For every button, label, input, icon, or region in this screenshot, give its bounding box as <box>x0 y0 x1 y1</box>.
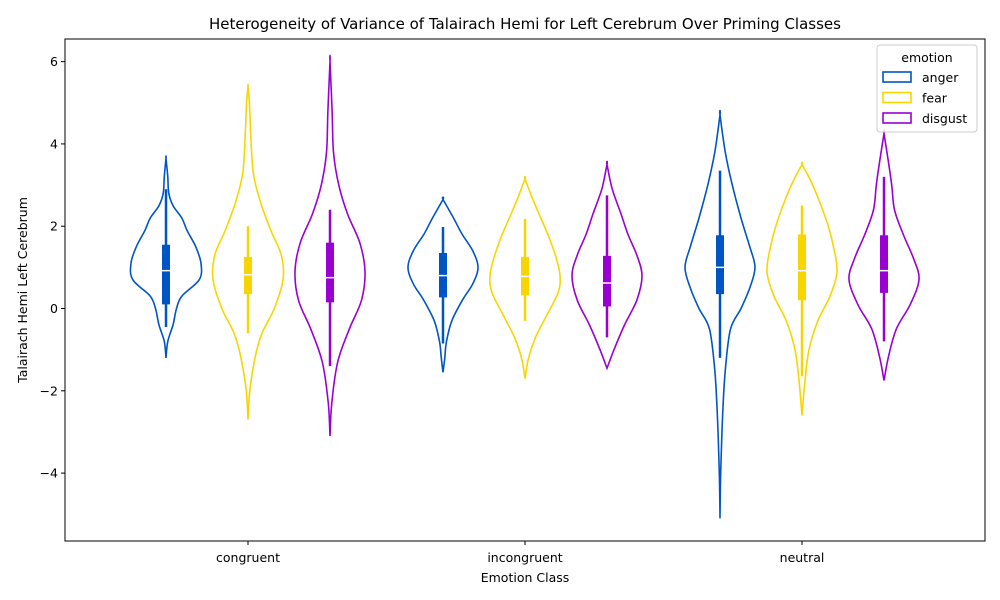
violin-iqr-box <box>798 234 806 301</box>
violin-disgust-incongruent <box>571 160 643 371</box>
x-axis-label: Emotion Class <box>481 570 570 585</box>
violin-disgust-neutral <box>848 129 920 381</box>
violin-body <box>129 155 203 358</box>
x-tick-label: neutral <box>780 550 825 565</box>
y-tick-label: 4 <box>50 136 58 151</box>
violin-fear-congruent <box>211 83 285 420</box>
legend-frame <box>876 44 978 133</box>
y-tick-label: 6 <box>50 54 58 69</box>
x-tick-label: congruent <box>216 550 280 565</box>
y-axis: −4 −2 0 2 4 6 <box>40 54 65 481</box>
violin-iqr-box <box>162 244 170 305</box>
y-tick-label: 2 <box>50 219 58 234</box>
violin-iqr-box <box>244 257 252 295</box>
violin-iqr-box <box>880 235 888 293</box>
legend: emotion anger fear disgust <box>876 44 978 133</box>
violin-fear-incongruent <box>489 175 562 379</box>
violin-body <box>407 196 479 373</box>
legend-title: emotion <box>901 50 952 65</box>
violin-body <box>489 175 562 379</box>
y-tick-label: −2 <box>40 383 58 398</box>
violin-body <box>294 54 366 437</box>
violin-anger-congruent <box>129 155 203 358</box>
legend-item-disgust: disgust <box>882 111 967 126</box>
legend-label: anger <box>922 70 959 85</box>
chart-title: Heterogeneity of Variance of Talairach H… <box>209 15 841 33</box>
legend-item-anger: anger <box>882 70 959 85</box>
legend-swatch <box>882 112 912 124</box>
legend-item-fear: fear <box>882 91 948 106</box>
x-tick-label: incongruent <box>487 550 562 565</box>
violin-body <box>211 83 285 420</box>
y-tick-label: 0 <box>50 301 58 316</box>
violin-disgust-congruent <box>294 54 366 437</box>
y-tick-label: −4 <box>40 466 58 481</box>
violin-body <box>571 160 643 371</box>
legend-swatch <box>882 71 912 83</box>
legend-swatch <box>882 91 912 104</box>
plot-area <box>129 54 920 519</box>
violin-fear-neutral <box>766 161 838 416</box>
violin-body <box>684 109 756 519</box>
x-axis: congruent incongruent neutral <box>216 541 824 565</box>
violin-anger-incongruent <box>407 196 479 373</box>
legend-label: disgust <box>922 111 967 126</box>
violin-anger-neutral <box>684 109 756 519</box>
violin-iqr-box <box>716 235 724 295</box>
violin-iqr-box <box>326 242 334 303</box>
violin-body <box>766 161 838 416</box>
violin-iqr-box <box>603 255 611 307</box>
legend-label: fear <box>922 91 948 106</box>
y-axis-label: Talairach Hemi Left Cerebrum <box>15 197 30 384</box>
